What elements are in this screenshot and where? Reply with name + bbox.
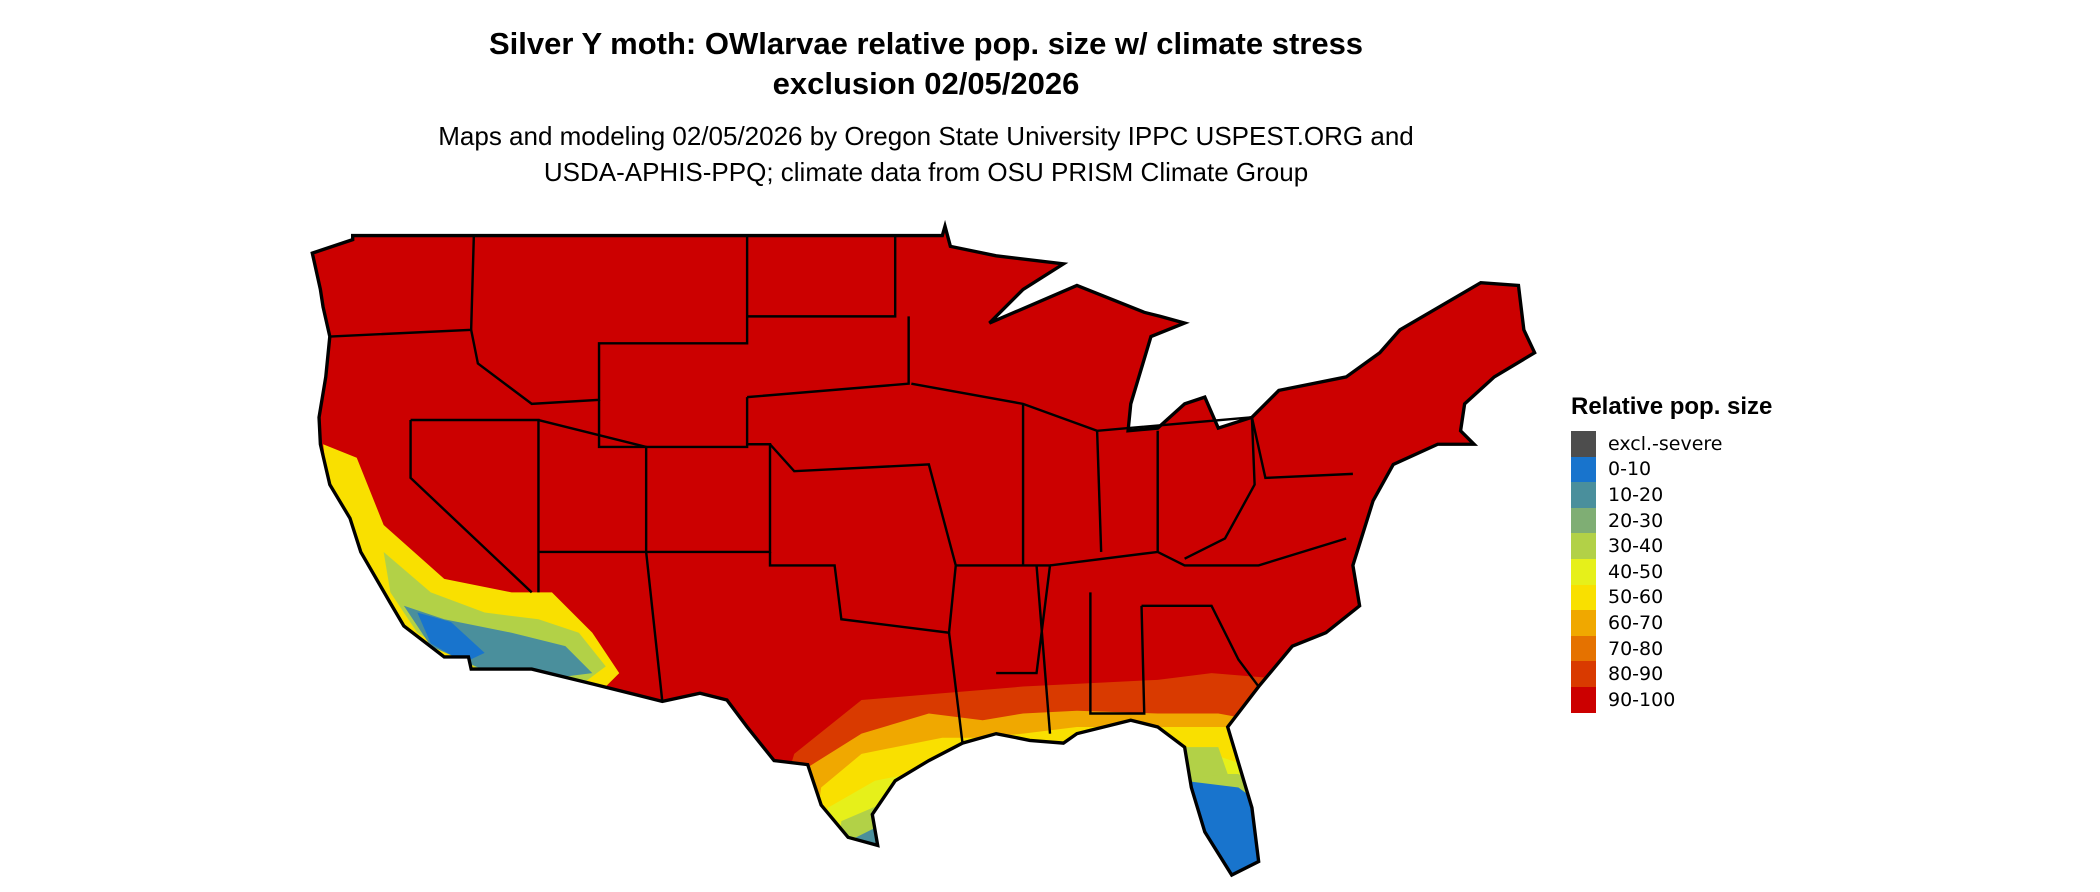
map-subtitle-line2: USDA-APHIS-PPQ; climate data from OSU PR… [543, 157, 1309, 187]
map-titles: Silver Y moth: OWlarvae relative pop. si… [326, 24, 1526, 190]
state-border [1089, 592, 1146, 715]
legend-item: excl.-severe [1571, 431, 1772, 457]
map-title-line1: Silver Y moth: OWlarvae relative pop. si… [488, 26, 1364, 61]
legend-swatch [1571, 431, 1596, 457]
us-outline [310, 219, 1537, 878]
state-border [1095, 430, 1103, 552]
legend-item: 40-50 [1571, 558, 1772, 585]
legend-label: 80-90 [1608, 663, 1664, 686]
legend-item: 0-10 [1571, 456, 1772, 483]
legend-item: 90-100 [1571, 686, 1772, 713]
legend-swatch [1571, 456, 1596, 483]
state-borders [329, 235, 1353, 744]
legend-label: 0-10 [1608, 458, 1652, 481]
legend-item: 60-70 [1571, 610, 1772, 636]
legend-item: 70-80 [1571, 635, 1772, 662]
state-border [769, 443, 957, 566]
map-title-line2: exclusion 02/05/2026 [772, 66, 1080, 101]
legend-item: 20-30 [1571, 507, 1772, 534]
state-border [409, 420, 533, 594]
state-border [1141, 604, 1260, 688]
legend-swatch [1571, 507, 1596, 534]
legend-swatch [1571, 661, 1596, 687]
legend-item: 80-90 [1571, 661, 1772, 687]
state-border [747, 316, 910, 399]
legend-swatch [1571, 610, 1596, 636]
state-border [947, 632, 964, 744]
state-border [1184, 417, 1256, 560]
legend-swatch [1571, 558, 1596, 585]
state-border [597, 397, 749, 449]
zone-0-10-florida [1184, 780, 1266, 876]
state-border [911, 382, 1353, 480]
state-border [1049, 537, 1347, 567]
zone-30-40-florida [1184, 747, 1228, 779]
state-border [747, 235, 897, 318]
map-subtitle-line1: Maps and modeling 02/05/2026 by Oregon S… [438, 121, 1414, 151]
state-border [646, 443, 772, 554]
legend-swatch [1571, 533, 1596, 559]
legend-swatch [1571, 686, 1596, 713]
legend-label: 50-60 [1608, 586, 1664, 609]
legend-label: excl.-severe [1608, 432, 1723, 455]
legend-label: 70-80 [1608, 637, 1664, 660]
state-border [538, 418, 648, 554]
legend-swatch [1571, 584, 1596, 611]
legend-item: 10-20 [1571, 482, 1772, 508]
state-border [644, 551, 664, 702]
legend-swatch [1571, 482, 1596, 508]
legend-label: 20-30 [1608, 509, 1664, 532]
state-border [955, 564, 1052, 675]
legend-label: 60-70 [1608, 611, 1664, 634]
legend-item: 30-40 [1571, 533, 1772, 559]
legend: Relative pop. size excl.-severe 0-10 10-20… [1571, 393, 1772, 713]
state-border [1035, 565, 1052, 734]
legend-title: Relative pop. size [1571, 393, 1773, 420]
zone-0-10-southwest [417, 612, 485, 663]
legend-label: 40-50 [1608, 560, 1664, 583]
legend-swatch [1571, 635, 1596, 662]
legend-label: 90-100 [1608, 688, 1676, 711]
legend-item: 50-60 [1571, 584, 1772, 611]
legend-label: 10-20 [1608, 483, 1664, 506]
state-border [768, 551, 957, 635]
legend-label: 30-40 [1608, 535, 1664, 558]
